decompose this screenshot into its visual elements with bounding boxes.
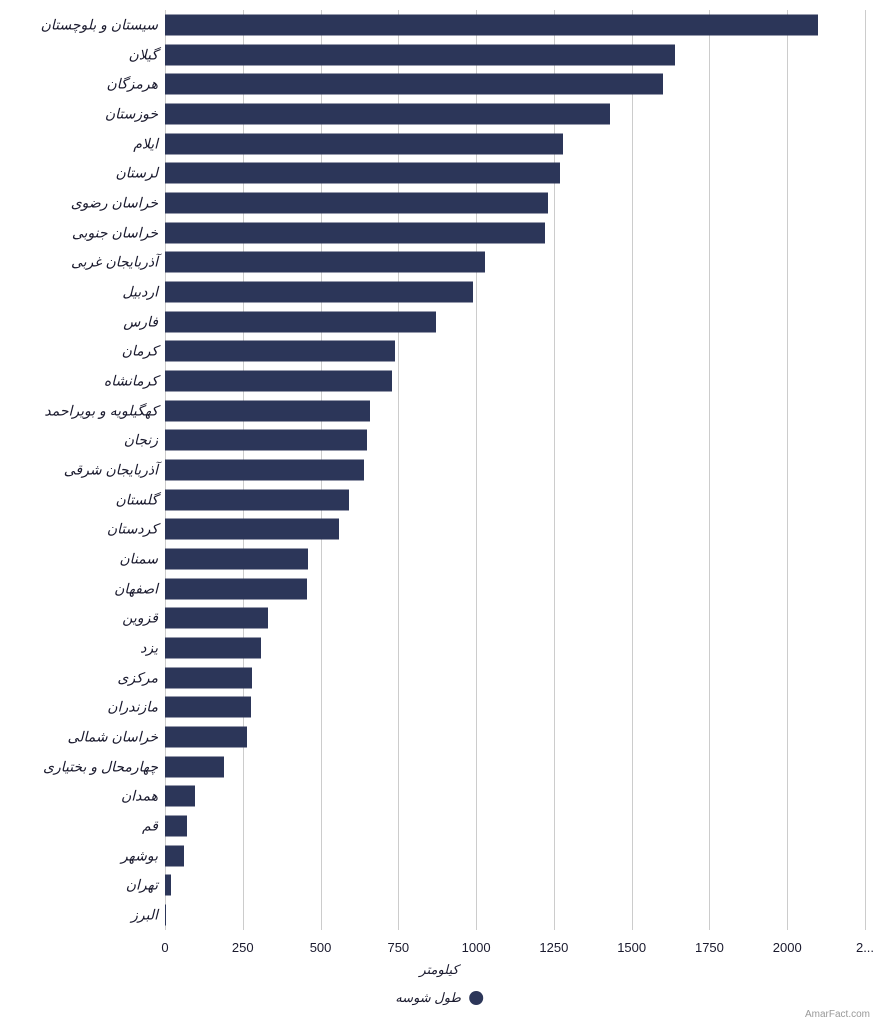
bar	[165, 252, 485, 273]
bar	[165, 103, 610, 124]
x-tick-label: 1750	[695, 940, 724, 955]
y-label: ایلام	[0, 135, 158, 152]
bar	[165, 608, 268, 629]
gridline	[709, 10, 710, 930]
y-label: کهگیلویه و بویراحمد	[0, 402, 158, 419]
bar	[165, 133, 563, 154]
y-axis-labels: سیستان و بلوچستان گیلان هرمزگان خوزستان ایلا…	[0, 10, 158, 930]
x-axis: 0250500750100012501500175020002...	[165, 935, 865, 965]
bar	[165, 311, 436, 332]
bar	[165, 786, 195, 807]
legend: طول شوسه	[395, 990, 483, 1006]
y-label: کرمان	[0, 343, 158, 360]
y-label: چهارمحال و بختیاری	[0, 758, 158, 775]
bar	[165, 578, 307, 599]
bar	[165, 845, 184, 866]
y-label: قم	[0, 818, 158, 835]
y-label: البرز	[0, 907, 158, 924]
bar	[165, 74, 663, 95]
x-axis-title: کیلومتر	[419, 962, 458, 978]
x-tick-label: 1500	[617, 940, 646, 955]
y-label: خراسان شمالی	[0, 729, 158, 746]
y-label: تهران	[0, 877, 158, 894]
legend-label: طول شوسه	[395, 990, 461, 1006]
x-tick-label: 2000	[773, 940, 802, 955]
bar	[165, 727, 247, 748]
y-label: آذربایجان غربی	[0, 254, 158, 271]
y-label: فارس	[0, 313, 158, 330]
y-label: لرستان	[0, 165, 158, 182]
x-tick-label: 750	[387, 940, 409, 955]
y-label: کردستان	[0, 521, 158, 538]
y-label: یزد	[0, 640, 158, 657]
y-label: هرمزگان	[0, 76, 158, 93]
y-label: کرمانشاه	[0, 372, 158, 389]
bar	[165, 756, 224, 777]
bar	[165, 875, 171, 896]
y-label: همدان	[0, 788, 158, 805]
bar	[165, 430, 367, 451]
y-label: مرکزی	[0, 669, 158, 686]
y-label: اردبیل	[0, 283, 158, 300]
bar	[165, 697, 251, 718]
plot-area	[165, 10, 865, 930]
x-tick-label: 2...	[856, 940, 874, 955]
y-label: بوشهر	[0, 847, 158, 864]
bar	[165, 44, 675, 65]
bar	[165, 281, 473, 302]
bar	[165, 638, 261, 659]
x-tick-label: 0	[161, 940, 168, 955]
legend-marker	[469, 991, 483, 1005]
bar	[165, 222, 545, 243]
bar	[165, 489, 349, 510]
bar	[165, 14, 818, 35]
x-tick-label: 1000	[462, 940, 491, 955]
y-label: گلستان	[0, 491, 158, 508]
gridline	[632, 10, 633, 930]
x-tick-label: 1250	[539, 940, 568, 955]
y-label: سمنان	[0, 551, 158, 568]
bar	[165, 816, 187, 837]
bar	[165, 905, 166, 926]
bar	[165, 549, 308, 570]
bar	[165, 163, 560, 184]
bar	[165, 460, 364, 481]
bar	[165, 667, 252, 688]
bar	[165, 370, 392, 391]
chart-container: سیستان و بلوچستان گیلان هرمزگان خوزستان ایلا…	[0, 0, 878, 1024]
x-tick-label: 250	[232, 940, 254, 955]
gridline	[787, 10, 788, 930]
bar	[165, 519, 339, 540]
y-label: خراسان رضوی	[0, 194, 158, 211]
y-label: قزوین	[0, 610, 158, 627]
y-label: گیلان	[0, 46, 158, 63]
y-label: اصفهان	[0, 580, 158, 597]
y-label: خراسان جنوبی	[0, 224, 158, 241]
y-label: سیستان و بلوچستان	[0, 16, 158, 33]
watermark: AmarFact.com	[805, 1009, 870, 1020]
bar	[165, 341, 395, 362]
gridline	[865, 10, 866, 930]
bar	[165, 192, 548, 213]
bar	[165, 400, 370, 421]
y-label: آذربایجان شرقی	[0, 462, 158, 479]
y-label: مازندران	[0, 699, 158, 716]
y-label: زنجان	[0, 432, 158, 449]
y-label: خوزستان	[0, 105, 158, 122]
x-tick-label: 500	[310, 940, 332, 955]
